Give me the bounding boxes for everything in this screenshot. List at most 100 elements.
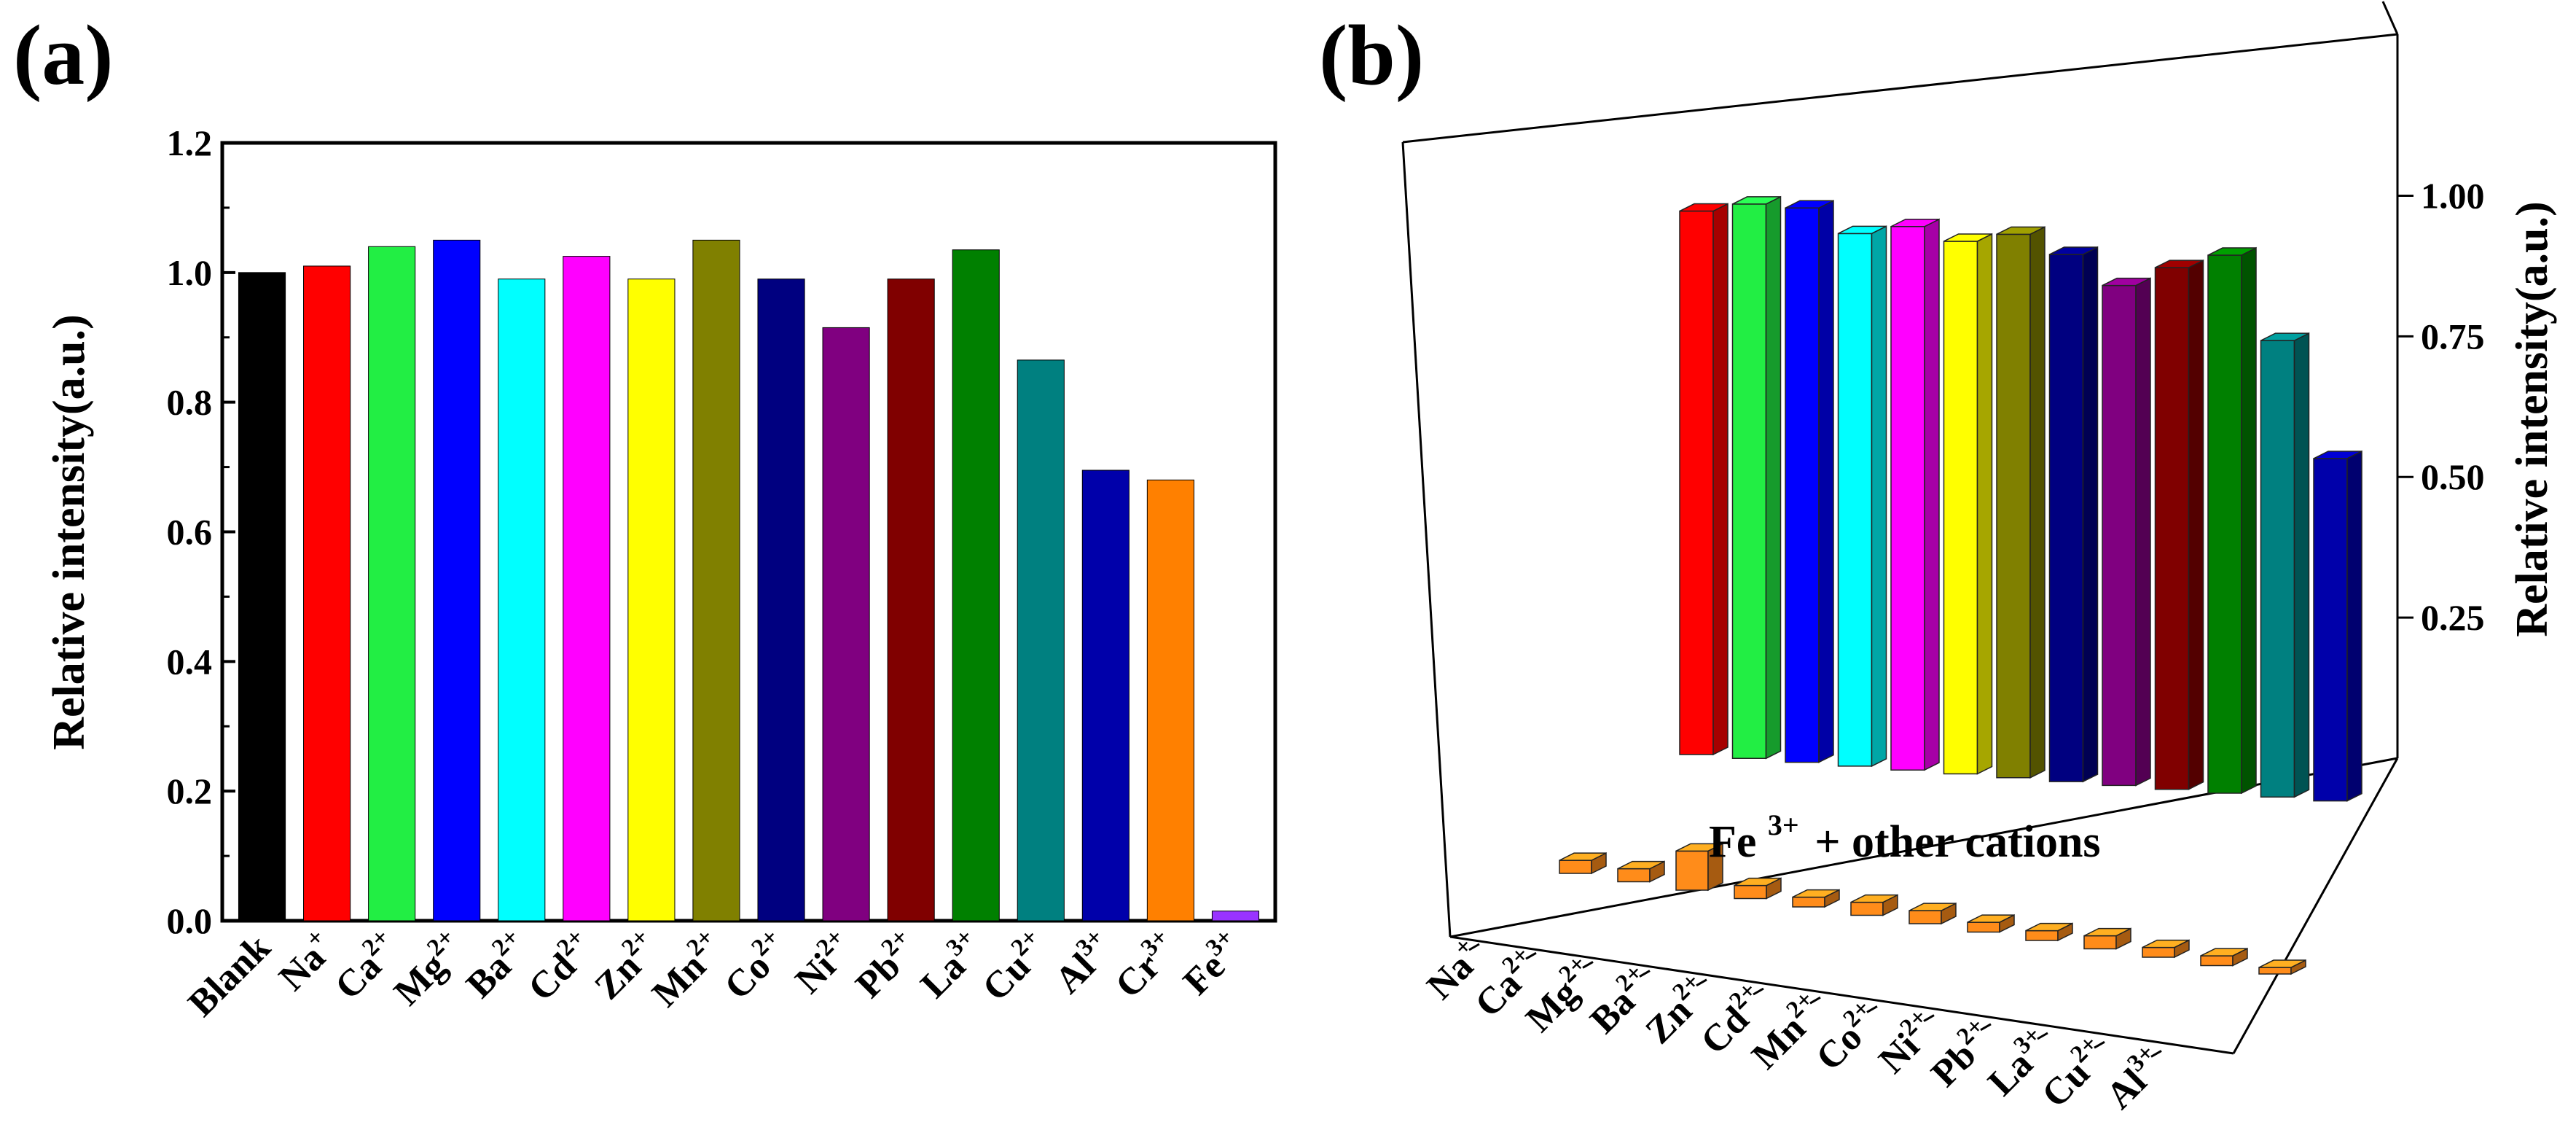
bar-face-front bbox=[2200, 955, 2234, 967]
bar-la bbox=[952, 249, 1000, 921]
back-bar-ba bbox=[1837, 225, 1887, 768]
x-tick-label: Pb2+ bbox=[845, 924, 927, 1006]
x-tick-mark bbox=[1468, 943, 1480, 951]
bar-face-top bbox=[2142, 939, 2190, 948]
x-tick-mark bbox=[1753, 987, 1764, 996]
z-tick-label: 0.50 bbox=[2421, 456, 2485, 497]
chart-a-x-labels: BlankNa+Ca2+Mg2+Ba2+Cd2+Zn2+Mn2+Co2+Ni2+… bbox=[181, 924, 1252, 1025]
x-tick-mark bbox=[1809, 996, 1821, 1005]
bar-face-top bbox=[2207, 247, 2257, 256]
x-tick-label: Ni2+ bbox=[785, 924, 863, 1002]
x-tick-mark bbox=[1980, 1023, 1992, 1032]
x-tick-label: Co2+ bbox=[713, 924, 797, 1008]
bar-face-front bbox=[1734, 884, 1767, 900]
bar-cd bbox=[563, 256, 611, 921]
bar-co bbox=[757, 278, 805, 921]
x-tick-label: Al3+ bbox=[2095, 1039, 2173, 1117]
bar-face-front bbox=[2025, 930, 2059, 941]
bar-face-front bbox=[2154, 267, 2190, 790]
panel-b-label: (b) bbox=[1319, 7, 1424, 103]
box-edge bbox=[1402, 33, 2398, 144]
y-tick-label: 1.2 bbox=[167, 122, 213, 163]
x-tick-mark bbox=[1696, 978, 1707, 987]
bar-ca bbox=[368, 246, 416, 921]
back-bar-zn bbox=[1890, 218, 1940, 771]
panel-a-label: (a) bbox=[13, 7, 114, 103]
chart-a-y-axis-title: Relative intensity(a.u.) bbox=[44, 314, 94, 750]
bar-face-top bbox=[1785, 200, 1834, 209]
chart-b-front-bars bbox=[1559, 843, 2306, 975]
bar-face-side bbox=[2135, 277, 2151, 787]
back-bar-mn bbox=[1996, 226, 2045, 779]
bar-face-side bbox=[2293, 332, 2310, 798]
front-bar-ba bbox=[1734, 877, 1782, 900]
bar-face-side bbox=[1871, 225, 1887, 768]
bar-face-top bbox=[2102, 277, 2151, 287]
x-tick-mark bbox=[1582, 961, 1594, 969]
bar-face-front bbox=[1967, 921, 2000, 933]
bar-face-front bbox=[1908, 910, 1942, 924]
x-tick-mark bbox=[2037, 1032, 2048, 1040]
bar-blank bbox=[238, 272, 286, 921]
chart-b-x-labels: Na+Ca2+Mg2+Ba2+Zn2+Cd2+Mn2+Co2+Ni2+Pb2+L… bbox=[1420, 932, 2173, 1117]
x-tick-mark bbox=[1639, 970, 1651, 978]
x-tick-mark bbox=[1525, 951, 1537, 960]
box-edge bbox=[1449, 935, 2234, 1055]
front-bar-zn bbox=[1792, 889, 1840, 908]
y-tick-label: 0.0 bbox=[167, 900, 213, 941]
bar-ba bbox=[498, 278, 546, 921]
x-tick-label: Blank bbox=[181, 927, 278, 1024]
bar-face-front bbox=[2260, 340, 2295, 798]
bar-face-front bbox=[1679, 210, 1714, 755]
bar-face-side bbox=[2029, 226, 2045, 779]
bar-face-front bbox=[2083, 935, 2117, 950]
chart-b-back-bars bbox=[1679, 195, 2362, 802]
chart-a-bars bbox=[238, 239, 1260, 921]
x-tick-label: Ba2+ bbox=[455, 924, 538, 1006]
bar-face-front bbox=[1785, 207, 1820, 763]
bar-face-front bbox=[1675, 850, 1709, 891]
bar-face-top bbox=[2313, 451, 2362, 459]
bar-face-front bbox=[2313, 458, 2348, 802]
bar-face-front bbox=[1996, 233, 2031, 779]
bar-face-side bbox=[1924, 218, 1940, 771]
bar-fe bbox=[1211, 911, 1260, 921]
bar-face-top bbox=[1792, 889, 1840, 898]
bar-face-side bbox=[1818, 200, 1834, 763]
bar-face-top bbox=[1908, 903, 1957, 911]
bar-face-front bbox=[1943, 241, 1978, 775]
bar-face-top bbox=[1967, 914, 2015, 923]
x-tick-label: Fe3+ bbox=[1172, 924, 1252, 1003]
x-tick-mark bbox=[2150, 1050, 2162, 1058]
bar-face-front bbox=[2102, 284, 2137, 787]
bar-face-side bbox=[1765, 195, 1782, 760]
bar-face-top bbox=[1734, 877, 1782, 887]
bar-face-front bbox=[1890, 225, 1925, 771]
bar-face-front bbox=[1731, 203, 1767, 760]
bar-face-top bbox=[1559, 852, 1607, 861]
front-bar-na bbox=[1559, 852, 1607, 875]
x-tick-label: Mg2+ bbox=[383, 924, 473, 1013]
bar-face-top bbox=[2155, 260, 2204, 268]
bar-face-front bbox=[1850, 901, 1884, 916]
y-tick-label: 1.0 bbox=[167, 252, 213, 293]
x-tick-mark bbox=[1866, 1005, 1878, 1013]
back-bar-mg bbox=[1785, 200, 1834, 763]
front-bar-la bbox=[2142, 939, 2190, 959]
bar-na bbox=[303, 265, 351, 921]
x-tick-label: Na+ bbox=[268, 924, 343, 999]
bar-face-front bbox=[1559, 860, 1592, 874]
bar-face-front bbox=[2142, 946, 2175, 958]
bar-face-front bbox=[2048, 254, 2084, 782]
bar-cr bbox=[1146, 479, 1194, 921]
x-tick-label: Ca2+ bbox=[324, 924, 408, 1008]
back-bar-cu bbox=[2260, 332, 2310, 798]
y-tick-label: 0.4 bbox=[167, 641, 213, 682]
bar-face-side bbox=[2241, 246, 2257, 795]
back-bar-ca bbox=[1731, 195, 1782, 760]
label-base: Blank bbox=[181, 927, 278, 1024]
z-tick-label: 1.00 bbox=[2421, 175, 2485, 216]
chart-b-z-axis-title: Relative intensity(a.u.) bbox=[2508, 201, 2557, 637]
annotation-base: Fe bbox=[1709, 817, 1756, 867]
